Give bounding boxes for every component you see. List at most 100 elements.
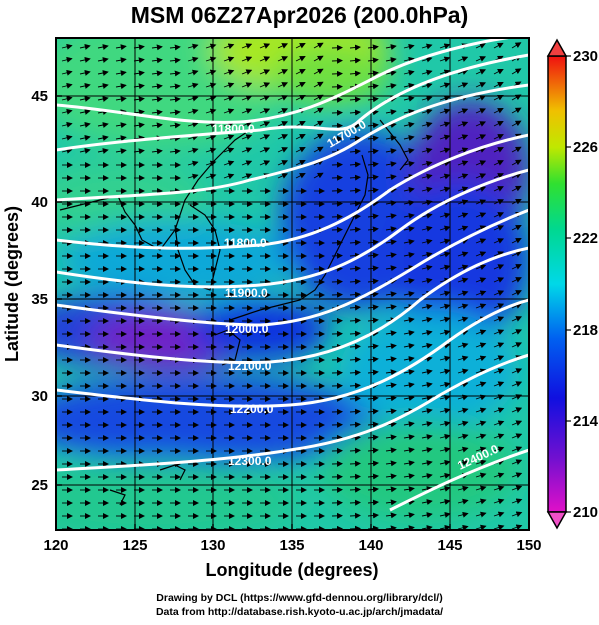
x-tick-label: 120 (43, 537, 68, 554)
wind-arrow (187, 173, 199, 180)
wind-arrow (403, 134, 415, 141)
wind-arrow (367, 317, 379, 324)
wind-arrow (367, 265, 379, 272)
wind-arrow (349, 291, 361, 298)
wind-arrow (475, 277, 487, 284)
wind-arrow (421, 264, 433, 271)
wind-arrow (133, 109, 145, 116)
wind-arrow (349, 135, 361, 142)
wind-arrow (295, 82, 306, 88)
wind-arrow (403, 460, 415, 467)
wind-arrow (385, 304, 397, 311)
wind-arrow (97, 122, 109, 128)
wind-arrow (349, 512, 361, 519)
wind-arrow (367, 460, 379, 467)
wind-arrow (493, 446, 505, 453)
wind-arrow (493, 108, 504, 114)
wind-arrow (169, 148, 181, 155)
wind-arrow (457, 251, 469, 258)
wind-arrow (385, 499, 397, 506)
wind-arrow (313, 55, 324, 62)
wind-arrow (241, 173, 253, 179)
wind-arrow (403, 95, 415, 102)
wind-arrow (367, 343, 379, 350)
wind-arrow (421, 212, 433, 219)
wind-arrow (259, 56, 271, 62)
wind-arrow (205, 43, 217, 50)
wind-arrow (385, 213, 397, 220)
contour-label: 12200.0 (230, 402, 274, 416)
wind-arrow (511, 290, 522, 296)
colorbar-tick-label: 222 (573, 230, 598, 247)
wind-arrow (403, 239, 415, 245)
wind-arrow (259, 160, 271, 166)
wind-arrow (475, 368, 487, 375)
wind-arrow (475, 355, 487, 362)
wind-arrow (367, 70, 379, 77)
wind-arrow (61, 95, 73, 102)
wind-arrow (439, 459, 451, 466)
wind-arrow (439, 147, 451, 154)
wind-arrow (133, 96, 145, 103)
wind-arrow (439, 446, 451, 453)
wind-arrow (151, 122, 163, 129)
wind-arrow (367, 421, 379, 428)
wind-arrow (349, 343, 361, 350)
wind-arrow (457, 459, 469, 466)
wind-arrow (97, 135, 109, 141)
wind-arrow (187, 43, 199, 50)
wind-arrow (511, 381, 523, 387)
wind-arrow (277, 134, 289, 140)
wind-arrow (295, 173, 306, 179)
wind-arrow (259, 134, 271, 140)
wind-arrow (421, 108, 433, 115)
wind-arrow (421, 316, 433, 323)
wind-arrow (421, 329, 433, 336)
wind-arrow (367, 187, 379, 194)
wind-arrow (421, 342, 433, 349)
colorbar-max-arrow (546, 38, 568, 57)
wind-arrow (493, 472, 505, 479)
wind-arrow (79, 121, 91, 128)
wind-arrow (223, 147, 235, 154)
wind-arrow (385, 408, 397, 415)
wind-arrow (223, 69, 235, 76)
wind-arrow (511, 68, 522, 75)
wind-arrow (367, 226, 379, 233)
wind-arrow (97, 96, 109, 102)
wind-arrow (349, 304, 361, 311)
wind-arrow (187, 56, 199, 63)
wind-arrow (403, 82, 415, 89)
wind-arrow (403, 447, 415, 454)
wind-arrow (439, 173, 451, 180)
wind-arrow (313, 120, 324, 127)
wind-arrow (169, 109, 181, 116)
wind-arrow (223, 160, 235, 167)
wind-arrow (475, 472, 487, 479)
wind-arrow (457, 69, 469, 75)
wind-arrow (61, 108, 73, 115)
wind-arrow (385, 83, 397, 89)
x-tick-label: 140 (358, 537, 383, 554)
wind-arrow (385, 369, 397, 376)
wind-arrow (385, 239, 397, 246)
wind-arrow (511, 498, 523, 505)
wind-arrow (385, 44, 397, 50)
wind-arrow (79, 134, 91, 141)
wind-arrow (421, 368, 433, 375)
wind-arrow (313, 107, 324, 114)
y-tick-label: 30 (31, 388, 48, 405)
wind-arrow (421, 69, 433, 76)
wind-arrow (439, 381, 451, 388)
wind-arrow (385, 447, 397, 454)
coastlines (59, 119, 409, 506)
contour-label: 11900.0 (225, 286, 268, 300)
wind-arrow (421, 173, 433, 180)
wind-arrow (511, 472, 523, 479)
wind-arrow (439, 433, 451, 440)
x-tick-label: 150 (516, 537, 541, 554)
contour-label: 12100.0 (228, 359, 272, 373)
contour-label: 11800.0 (224, 236, 267, 250)
wind-arrow (493, 212, 505, 218)
colorbar-tick-label: 226 (573, 139, 598, 156)
